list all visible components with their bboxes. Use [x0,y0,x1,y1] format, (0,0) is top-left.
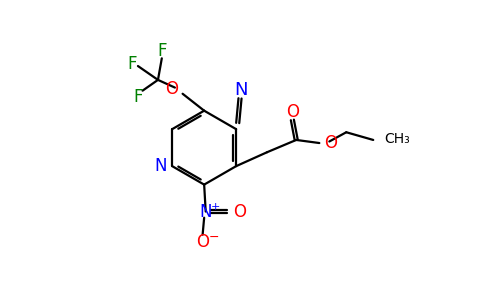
Text: O: O [324,134,337,152]
Text: N: N [154,157,167,175]
Text: O: O [165,80,178,98]
Text: F: F [133,88,143,106]
Text: F: F [127,55,136,73]
Text: O: O [233,202,246,220]
Text: O: O [286,103,299,121]
Text: +: + [211,202,221,212]
Text: F: F [158,42,167,60]
Text: N: N [199,202,212,220]
Text: N: N [234,81,247,99]
Text: O: O [196,233,209,251]
Text: CH₃: CH₃ [384,132,410,146]
Text: −: − [209,231,219,244]
